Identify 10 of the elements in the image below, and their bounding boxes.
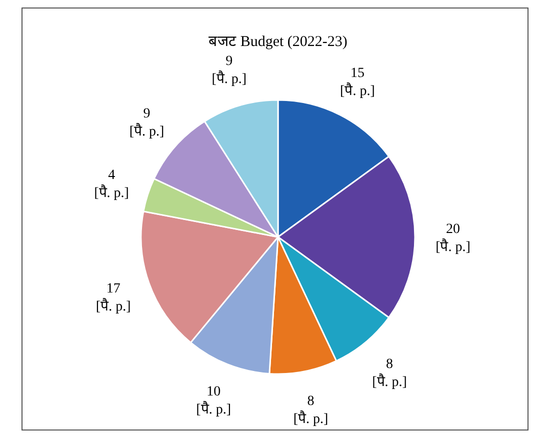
data-label: 4 [पै. p.]: [94, 168, 129, 201]
data-label: 8 [पै. p.]: [293, 394, 328, 427]
data-label: 15 [पै. p.]: [340, 66, 375, 100]
chart-title: बजट Budget (2022-23): [208, 34, 348, 50]
data-label: 20 [पै. p.]: [436, 222, 470, 255]
data-label: 9 [पै. p.]: [129, 106, 164, 140]
data-label: 17 [पै. p.]: [96, 281, 131, 314]
data-label: 8 [पै. p.]: [372, 356, 407, 390]
data-label: 9 [पै. p.]: [212, 54, 247, 87]
data-label: 10 [पै. p.]: [196, 384, 231, 418]
